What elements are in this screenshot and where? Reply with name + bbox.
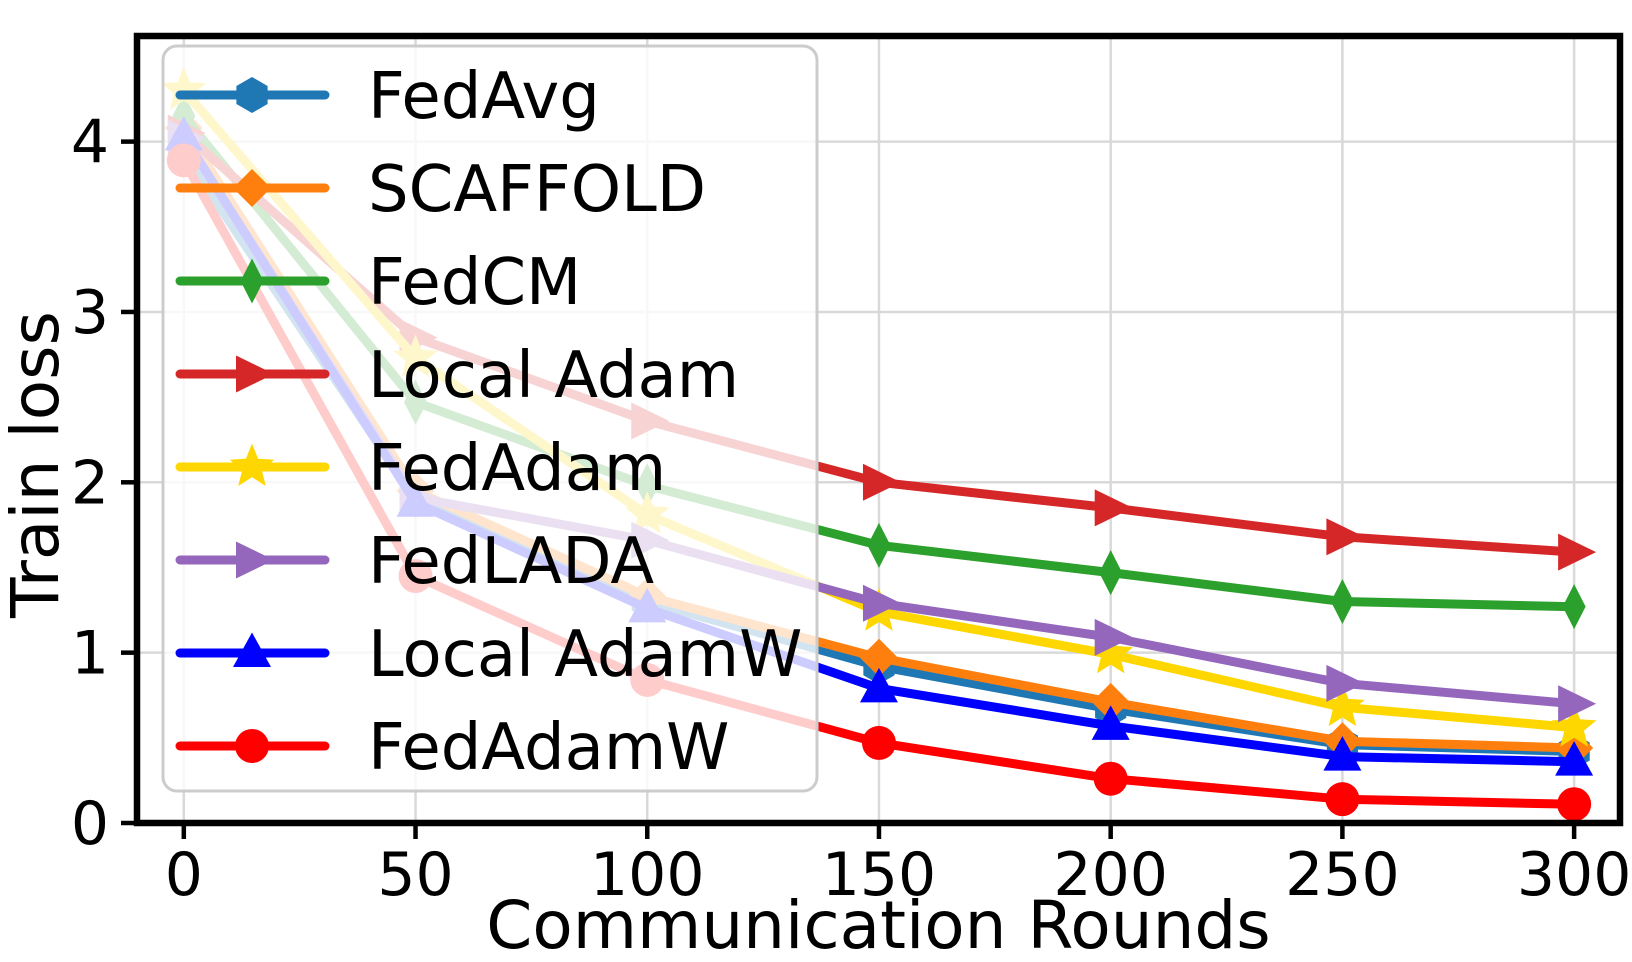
y-tick-label: 3	[71, 278, 109, 348]
circle-marker-icon	[1325, 782, 1360, 817]
triangle-right-marker-icon	[236, 355, 274, 393]
x-tick-label: 200	[1053, 840, 1168, 910]
thin-diamond-marker-icon	[1330, 579, 1354, 625]
x-axis-label: Communication Rounds	[486, 887, 1270, 962]
y-tick-label: 1	[71, 619, 109, 689]
y-tick-label: 0	[71, 789, 109, 859]
diamond-marker-icon	[233, 169, 271, 207]
legend-label: Local Adam	[368, 339, 739, 413]
diamond-marker-icon	[1091, 683, 1130, 722]
legend-label: FedCM	[368, 246, 581, 320]
x-tick-label: 150	[822, 840, 937, 910]
y-tick-label: 4	[71, 108, 109, 178]
plot-border	[133, 32, 1624, 827]
triangle-right-marker-icon	[1094, 489, 1133, 527]
tick-marks	[121, 139, 1577, 839]
triangle-right-marker-icon	[1326, 664, 1365, 702]
axis-labels: 0 50 100 150 200 250 300 0 1 2 3 4 Communication Rou…	[0, 108, 1631, 962]
triangle-up-marker-icon	[1555, 741, 1594, 776]
diamond-marker-icon	[859, 638, 898, 677]
triangle-right-marker-icon	[1558, 685, 1597, 723]
star-marker-icon	[1320, 683, 1365, 727]
legend-frame	[161, 44, 819, 793]
legend-label: FedLADA	[368, 525, 654, 599]
x-tick-label: 300	[1517, 840, 1632, 910]
triangle-up-marker-icon	[1323, 736, 1362, 771]
legend-entry-fedadamw: FedAdamW	[175, 711, 729, 785]
triangle-up-marker-icon	[859, 667, 898, 703]
legend-entry-fedadam: FedAdam	[175, 432, 666, 506]
legend-entry-local-adamw: Local AdamW	[175, 618, 802, 692]
thin-diamond-marker-icon	[1099, 550, 1123, 596]
circle-marker-icon	[861, 725, 896, 760]
legend-label: FedAdamW	[368, 711, 729, 785]
legend-entry-local-adam: Local Adam	[175, 339, 739, 413]
triangle-right-marker-icon	[236, 541, 274, 579]
circle-marker-icon	[1557, 787, 1592, 822]
y-axis-label: Train loss	[0, 311, 74, 619]
circle-marker-icon	[1093, 761, 1128, 796]
x-tick-label: 0	[165, 840, 203, 910]
triangle-right-marker-icon	[1558, 533, 1597, 571]
legend-entry-fedcm: FedCM	[175, 246, 581, 320]
triangle-right-marker-icon	[1326, 518, 1365, 556]
legend: FedAvg SCAFFOLD FedCM Local Adam FedAdam FedL…	[161, 44, 819, 793]
hexagon-marker-icon	[236, 77, 268, 113]
triangle-right-marker-icon	[862, 463, 901, 501]
star-marker-icon	[229, 443, 275, 487]
x-tick-label: 50	[377, 840, 453, 910]
star-marker-icon	[1551, 704, 1597, 747]
triangle-up-marker-icon	[1091, 705, 1130, 740]
thin-diamond-marker-icon	[1562, 584, 1586, 630]
triangle-right-marker-icon	[1094, 618, 1133, 656]
triangle-up-marker-icon	[233, 632, 271, 667]
legend-entry-fedlada: FedLADA	[175, 525, 654, 599]
legend-label: SCAFFOLD	[368, 153, 706, 227]
circle-marker-icon	[235, 729, 269, 763]
legend-label: FedAvg	[368, 60, 600, 134]
x-tick-label: 100	[590, 840, 705, 910]
star-marker-icon	[1088, 630, 1134, 674]
thin-diamond-marker-icon	[240, 258, 264, 304]
legend-entry-scaffold: SCAFFOLD	[175, 153, 706, 227]
x-tick-label: 250	[1285, 840, 1400, 910]
y-tick-label: 2	[71, 448, 109, 518]
triangle-right-marker-icon	[862, 584, 901, 622]
legend-label: FedAdam	[368, 432, 666, 506]
legend-label: Local AdamW	[368, 618, 802, 692]
thin-diamond-marker-icon	[867, 522, 891, 568]
legend-entry-fedavg: FedAvg	[175, 60, 600, 134]
